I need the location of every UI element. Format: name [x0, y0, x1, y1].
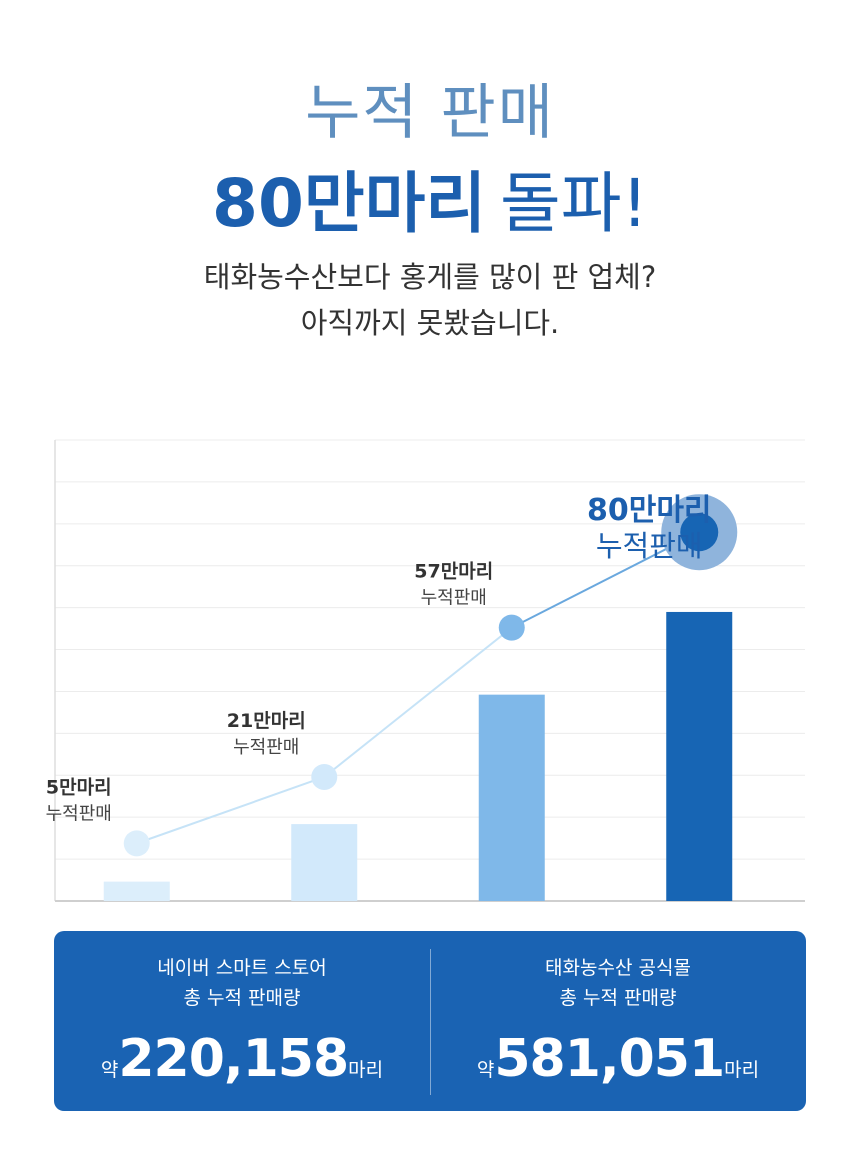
- headline-rest: 돌파!: [500, 165, 648, 242]
- bar-3: [478, 694, 545, 901]
- summary-smartstore-prefix: 약: [100, 1059, 119, 1081]
- subtitle: 태화농수산보다 홍게를 많이 판 업체? 아직까지 못봤습니다.: [0, 254, 860, 346]
- subtitle-line-2: 아직까지 못봤습니다.: [300, 306, 560, 340]
- data-point-2: [311, 763, 338, 790]
- value-label-4: 80만마리: [587, 493, 712, 528]
- trend-line-segment: [136, 776, 325, 845]
- bar-1: [103, 881, 170, 901]
- summary-smartstore-label: 네이버 스마트 스토어 총 누적 판매량: [54, 953, 430, 1013]
- data-point-4: [680, 513, 719, 552]
- summary-smartstore-suffix: 마리: [348, 1059, 384, 1081]
- summary-smartstore-value: 220,158: [118, 1029, 349, 1089]
- bar-2: [291, 824, 358, 901]
- summary-official-label-2: 총 누적 판매량: [559, 987, 677, 1009]
- summary-smartstore-value-row: 약220,158마리: [54, 1029, 430, 1089]
- summary-divider: [430, 949, 431, 1095]
- data-point-3: [498, 614, 525, 641]
- summary-official-label-1: 태화농수산 공식몰: [545, 957, 691, 979]
- summary-official-mall: 태화농수산 공식몰 총 누적 판매량 약581,051마리: [430, 931, 806, 1111]
- data-point-1: [123, 830, 150, 857]
- summary-official-prefix: 약: [476, 1059, 495, 1081]
- caption-label-2: 누적판매: [233, 737, 299, 758]
- summary-smartstore: 네이버 스마트 스토어 총 누적 판매량 약220,158마리: [54, 931, 430, 1111]
- headline-main: 80만마리 돌파!: [0, 150, 860, 246]
- summary-smartstore-label-1: 네이버 스마트 스토어: [157, 957, 327, 979]
- value-label-3: 57만마리: [414, 561, 493, 583]
- subtitle-line-1: 태화농수산보다 홍게를 많이 판 업체?: [203, 260, 657, 294]
- value-label-2: 21만마리: [227, 710, 306, 732]
- summary-panel: 네이버 스마트 스토어 총 누적 판매량 약220,158마리 태화농수산 공식…: [54, 931, 806, 1111]
- summary-smartstore-label-2: 총 누적 판매량: [183, 987, 301, 1009]
- headline-top: 누적 판매: [305, 78, 555, 148]
- summary-official-label: 태화농수산 공식몰 총 누적 판매량: [430, 953, 806, 1013]
- bar-4: [666, 611, 733, 901]
- headline-highlight: 80만마리: [212, 165, 487, 242]
- value-label-1: 5만마리: [46, 776, 112, 798]
- summary-official-suffix: 마리: [724, 1059, 760, 1081]
- caption-label-1: 누적판매: [46, 803, 112, 824]
- caption-label-4: 누적판매: [596, 529, 703, 563]
- summary-official-value: 581,051: [494, 1029, 725, 1089]
- caption-label-3: 누적판매: [421, 588, 487, 609]
- summary-official-value-row: 약581,051마리: [430, 1029, 806, 1089]
- trend-line-segment: [323, 626, 513, 778]
